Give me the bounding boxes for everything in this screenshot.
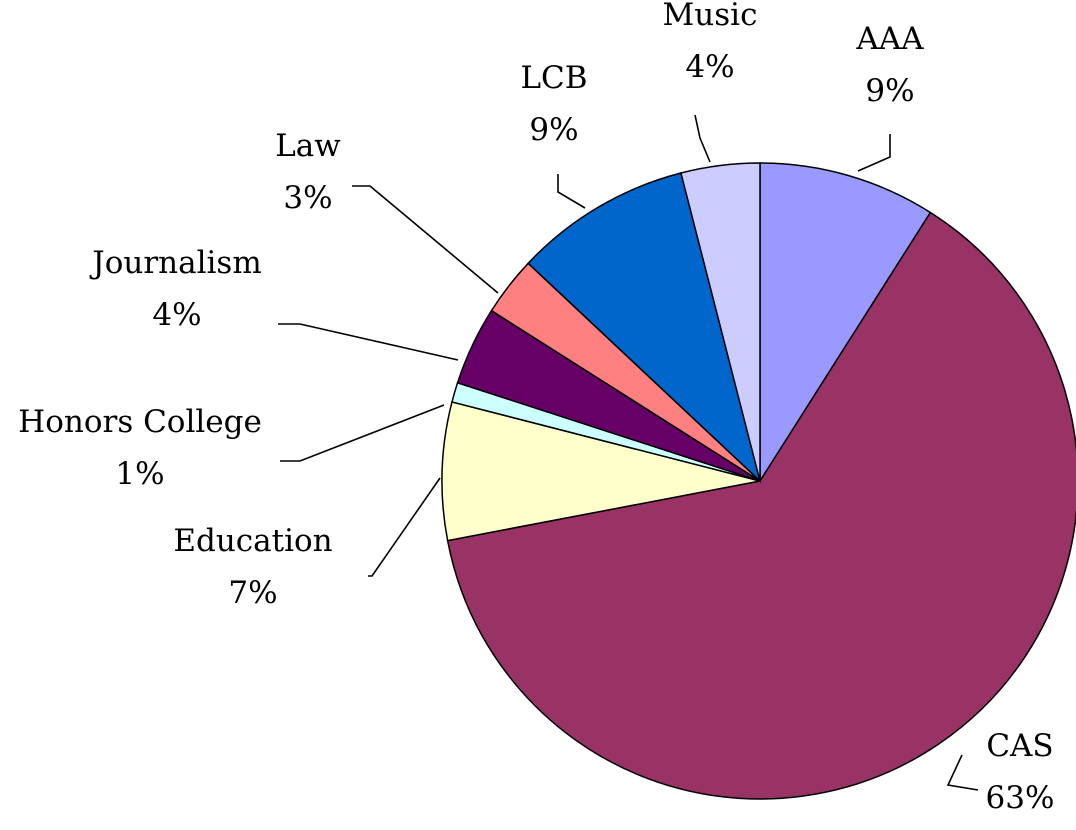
leader-line-law [352, 185, 499, 294]
pie-slice-education [441, 401, 761, 542]
slice-value-law: 3% [283, 180, 332, 216]
slice-value-aaa: 9% [865, 73, 914, 109]
pie-slice-music [680, 162, 761, 482]
leader-lines [278, 114, 979, 791]
slice-label-law: Law [275, 128, 341, 164]
slice-value-honors-college: 1% [115, 456, 164, 492]
slice-label-lcb: LCB [520, 60, 587, 96]
leader-line-aaa [857, 134, 891, 172]
pie-slice-cas [446, 211, 1076, 800]
slice-value-lcb: 9% [529, 112, 578, 148]
slice-value-journalism: 4% [152, 297, 201, 333]
slice-labels: AAA 9% CAS 63% Education 7% Honors College 1% Jo… [18, 0, 1054, 816]
slice-label-music: Music [663, 0, 758, 33]
slice-label-aaa: AAA [855, 21, 924, 57]
slice-value-music: 4% [685, 49, 734, 85]
slice-label-journalism: Journalism [89, 245, 261, 281]
slice-value-cas: 63% [986, 780, 1055, 816]
slice-label-cas: CAS [986, 728, 1053, 764]
slice-label-honors-college: Honors College [18, 404, 262, 440]
pie-slice-aaa [759, 162, 932, 484]
leader-line-education [368, 477, 441, 577]
leader-line-honors-college [280, 404, 445, 462]
leader-line-cas [946, 754, 979, 791]
leader-line-music [694, 114, 711, 163]
pie-slices [441, 162, 1076, 800]
slice-label-education: Education [173, 523, 332, 559]
slice-value-education: 7% [228, 575, 277, 611]
leader-line-journalism [278, 323, 459, 361]
pie-slice-lcb [527, 172, 762, 484]
leader-line-lcb [557, 174, 586, 209]
